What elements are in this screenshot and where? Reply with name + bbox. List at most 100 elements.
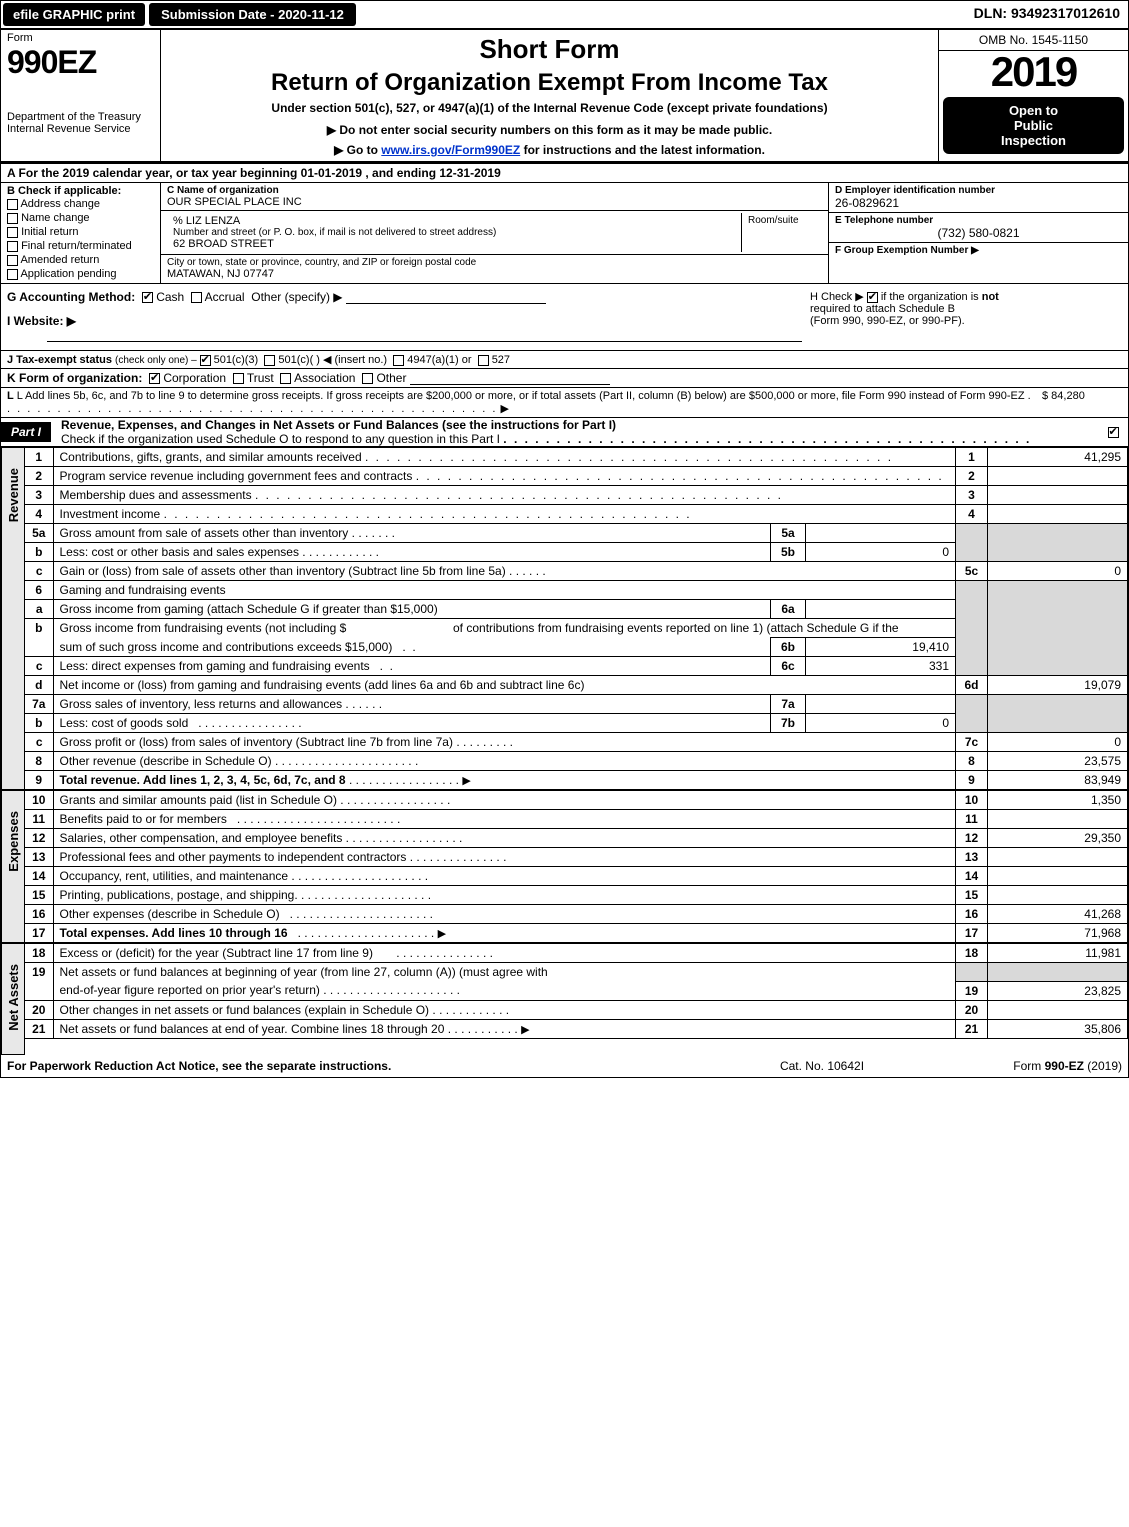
lbl-address-change: Address change — [20, 198, 100, 210]
chk-name-change[interactable] — [7, 213, 18, 224]
chk-trust[interactable] — [233, 373, 244, 384]
line-17-desc: Total expenses. Add lines 10 through 16 — [60, 926, 288, 940]
expenses-vtab: Expenses — [1, 790, 25, 943]
line-19-num: 19 — [956, 981, 988, 1000]
dots-icon — [365, 450, 893, 464]
top-bar: efile GRAPHIC print Submission Date - 20… — [1, 1, 1128, 30]
h-text-1: H Check ▶ — [810, 291, 867, 303]
net-assets-table: 18Excess or (deficit) for the year (Subt… — [25, 943, 1128, 1039]
b-label: B Check if applicable: — [7, 185, 154, 197]
chk-other-org[interactable] — [362, 373, 373, 384]
line-1-num: 1 — [956, 448, 988, 467]
line-15-num: 15 — [956, 886, 988, 905]
lbl-name-change: Name change — [21, 212, 90, 224]
l-amount: $ 84,280 — [1042, 390, 1122, 415]
street-label: Number and street (or P. O. box, if mail… — [173, 227, 735, 238]
line-20-desc: Other changes in net assets or fund bala… — [60, 1003, 430, 1017]
expenses-vtab-label: Expenses — [4, 791, 23, 892]
footer-cat-no: Cat. No. 10642I — [722, 1059, 922, 1073]
line-14-desc: Occupancy, rent, utilities, and maintena… — [60, 869, 289, 883]
chk-amended-return[interactable] — [7, 255, 18, 266]
line-2-num: 2 — [956, 467, 988, 486]
chk-accrual[interactable] — [191, 292, 202, 303]
lbl-4947a1: 4947(a)(1) or — [407, 354, 471, 366]
line-9-desc: Total revenue. Add lines 1, 2, 3, 4, 5c,… — [60, 773, 346, 787]
shade-cell — [988, 695, 1128, 733]
line-1-desc: Contributions, gifts, grants, and simila… — [60, 450, 362, 464]
city-label: City or town, state or province, country… — [167, 257, 822, 268]
other-specify-input[interactable] — [346, 292, 546, 304]
part-1-header: Part I Revenue, Expenses, and Changes in… — [1, 418, 1128, 447]
part-1-tag: Part I — [1, 422, 51, 442]
dots-icon — [416, 469, 944, 483]
mini-5a-lbl: 5a — [771, 524, 806, 543]
row-k-form-of-org: K Form of organization: Corporation Trus… — [1, 369, 1128, 388]
dln-label: DLN: 93492317012610 — [966, 1, 1128, 28]
lbl-other-org: Other — [376, 371, 406, 385]
footer-form-pre: Form — [1013, 1059, 1044, 1073]
chk-501c[interactable] — [264, 355, 275, 366]
shade-cell — [956, 524, 988, 562]
section-b-checkboxes: B Check if applicable: Address change Na… — [1, 183, 161, 283]
j-sub: (check only one) – — [115, 355, 200, 366]
lbl-final-return: Final return/terminated — [21, 240, 132, 252]
lbl-cash: Cash — [156, 290, 184, 304]
other-org-input[interactable] — [410, 373, 610, 385]
chk-501c3[interactable] — [200, 355, 211, 366]
chk-527[interactable] — [478, 355, 489, 366]
chk-schedule-o-part1[interactable] — [1108, 427, 1119, 438]
efile-print-button[interactable]: efile GRAPHIC print — [3, 3, 145, 26]
mini-7b-lbl: 7b — [771, 714, 806, 733]
line-8-val: 23,575 — [988, 752, 1128, 771]
chk-corporation[interactable] — [149, 373, 160, 384]
line-4-val — [988, 505, 1128, 524]
chk-final-return[interactable] — [7, 241, 18, 252]
row-a-tax-year: A For the 2019 calendar year, or tax yea… — [1, 164, 1128, 183]
arrow-icon — [521, 1022, 529, 1036]
arrow-icon — [438, 926, 446, 940]
line-21-num: 21 — [956, 1019, 988, 1038]
line-12-desc: Salaries, other compensation, and employ… — [60, 831, 343, 845]
j-label: J Tax-exempt status — [7, 354, 112, 366]
line-20-val — [988, 1000, 1128, 1019]
net-assets-section: Net Assets 18Excess or (deficit) for the… — [1, 943, 1128, 1055]
irs-link[interactable]: www.irs.gov/Form990EZ — [381, 143, 520, 157]
revenue-table: 1 Contributions, gifts, grants, and simil… — [25, 447, 1128, 790]
shade-cell — [956, 581, 988, 676]
short-form-title: Short Form — [169, 34, 930, 65]
chk-initial-return[interactable] — [7, 227, 18, 238]
chk-schedule-b[interactable] — [867, 292, 878, 303]
line-2-desc: Program service revenue including govern… — [60, 469, 413, 483]
form-number: 990EZ — [7, 44, 154, 81]
form-label: Form — [7, 32, 154, 44]
goto-pre: ▶ Go to — [334, 143, 381, 157]
l-text: L Add lines 5b, 6c, and 7b to line 9 to … — [17, 390, 1025, 402]
dots-icon — [255, 488, 783, 502]
chk-association[interactable] — [280, 373, 291, 384]
line-6b-desc-3: sum of such gross income and contributio… — [60, 640, 393, 654]
i-label: I Website: ▶ — [7, 314, 76, 328]
inspect-line-2: Public — [947, 118, 1120, 133]
line-18-desc: Excess or (deficit) for the year (Subtra… — [60, 946, 373, 960]
chk-address-change[interactable] — [7, 199, 18, 210]
chk-4947a1[interactable] — [393, 355, 404, 366]
line-5c-num: 5c — [956, 562, 988, 581]
chk-cash[interactable] — [142, 292, 153, 303]
website-input[interactable] — [47, 330, 802, 342]
revenue-section: Revenue 1 Contributions, gifts, grants, a… — [1, 447, 1128, 790]
line-3-val — [988, 486, 1128, 505]
line-3-desc: Membership dues and assessments — [60, 488, 252, 502]
chk-application-pending[interactable] — [7, 269, 18, 280]
form-header: Form 990EZ Department of the Treasury In… — [1, 30, 1128, 164]
line-12-val: 29,350 — [988, 829, 1128, 848]
line-21-desc: Net assets or fund balances at end of ye… — [60, 1022, 445, 1036]
revenue-vtab: Revenue — [1, 447, 25, 790]
h-text-2: if the organization is — [881, 291, 982, 303]
line-6b-desc-2: of contributions from fundraising events… — [453, 621, 899, 635]
mini-6a-lbl: 6a — [771, 600, 806, 619]
line-9-num: 9 — [956, 771, 988, 790]
line-3-num: 3 — [956, 486, 988, 505]
line-5a-desc: Gross amount from sale of assets other t… — [60, 526, 349, 540]
line-6a-desc: Gross income from gaming (attach Schedul… — [60, 602, 438, 616]
line-18-val: 11,981 — [988, 944, 1128, 963]
